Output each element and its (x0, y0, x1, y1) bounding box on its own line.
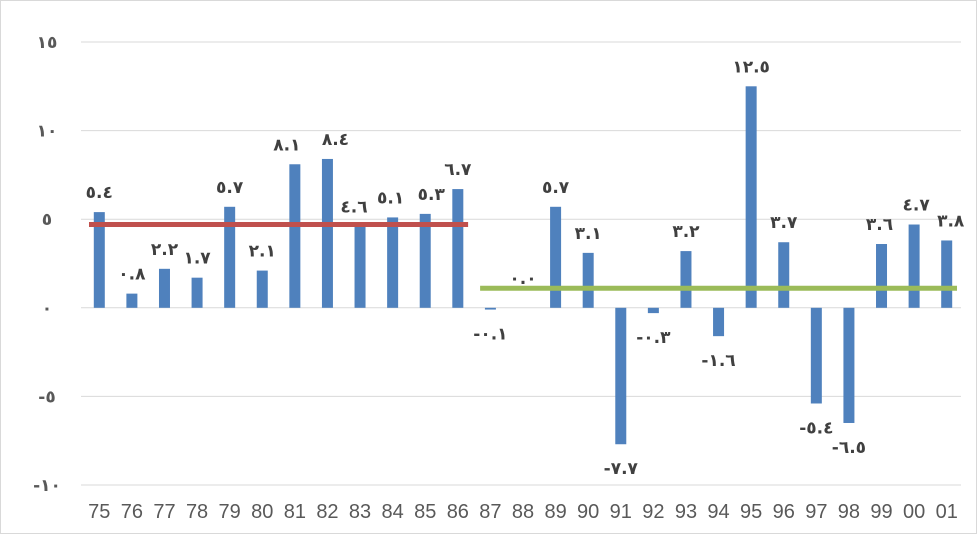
x-tick-label: 01 (936, 501, 958, 523)
bar (93, 212, 105, 308)
data-label: ٥.١ (377, 188, 404, 208)
x-tick-label: 99 (870, 501, 892, 523)
y-tick-label: -١٠ (33, 476, 61, 496)
x-tick-label: 94 (707, 501, 729, 523)
x-tick-label: 87 (479, 501, 501, 523)
y-tick-label: -٥ (38, 387, 55, 407)
bar (191, 277, 203, 308)
data-label: ٣.٨ (937, 211, 965, 231)
x-axis-ticks: 75 76 77 78 79 80 81 82 83 84 85 86 87 88 89 90 91 92 93 94… (88, 501, 958, 523)
bar (224, 206, 236, 308)
x-tick-label: 83 (349, 501, 371, 523)
x-tick-label: 85 (414, 501, 436, 523)
data-label: ٥.٣ (418, 185, 446, 205)
bar (452, 189, 464, 308)
data-label: -٦.٥ (832, 438, 866, 458)
bar (778, 242, 790, 308)
data-label: ٥.٤ (86, 183, 113, 203)
reference-lines (89, 222, 957, 291)
data-label: -٧.٧ (604, 459, 639, 479)
bar (158, 268, 170, 308)
data-label: ٤.٦ (340, 197, 367, 217)
bar (647, 307, 659, 314)
bar (484, 307, 496, 310)
bar (256, 270, 268, 308)
bar (745, 86, 757, 308)
bar (354, 226, 366, 308)
bar (680, 251, 692, 308)
y-tick-label: ٥ (42, 210, 52, 230)
x-tick-label: 93 (675, 501, 697, 523)
y-tick-label: ١٥ (37, 33, 58, 53)
bar (843, 307, 855, 423)
data-label: -٥.٤ (799, 418, 833, 438)
x-tick-label: 90 (577, 501, 599, 523)
y-tick-label: ٠ (42, 299, 52, 319)
x-tick-label: 96 (773, 501, 795, 523)
data-label: ٣.١ (575, 224, 602, 244)
data-label: ٤.٧ (903, 196, 931, 216)
x-tick-label: 80 (251, 501, 273, 523)
data-label: ٣.٦ (866, 215, 893, 235)
x-tick-label: 81 (284, 501, 306, 523)
x-tick-label: 75 (88, 501, 110, 523)
x-tick-label: 89 (544, 501, 566, 523)
data-label: ١.٧ (183, 249, 211, 269)
bars (93, 86, 953, 445)
x-tick-label: 91 (610, 501, 632, 523)
y-tick-label: ١٠ (37, 122, 58, 142)
bar (387, 217, 399, 308)
x-tick-label: 88 (512, 501, 534, 523)
data-label: ٠.٨ (118, 265, 146, 285)
data-label: ٨.١ (273, 135, 300, 155)
bar (941, 240, 953, 308)
data-label: ١٢.٥ (732, 57, 770, 77)
x-tick-label: 82 (316, 501, 338, 523)
data-label: ٢.٢ (151, 240, 179, 260)
bar (550, 206, 562, 308)
data-label: ٢.١ (249, 242, 276, 262)
data-label: -٠.١ (473, 325, 507, 345)
data-label: ٥.٧ (216, 178, 244, 198)
x-tick-label: 97 (805, 501, 827, 523)
data-label: ٣.٧ (770, 213, 798, 233)
bar (321, 158, 333, 308)
x-tick-label: 76 (121, 501, 143, 523)
x-tick-label: 00 (903, 501, 925, 523)
bar (289, 164, 301, 308)
x-tick-label: 78 (186, 501, 208, 523)
x-tick-label: 98 (838, 501, 860, 523)
bar (419, 213, 431, 308)
bar (876, 244, 888, 308)
bar (582, 252, 594, 308)
bar (615, 307, 627, 445)
x-tick-label: 92 (642, 501, 664, 523)
data-label: ٦.٧ (444, 160, 472, 180)
data-labels: ٥.٤ ٠.٨٢.٢ ١.٧ ٥.٧ ٢.١ ٨.١ ٨.٤ ٤.٦ ٥.١ ٥.٣ ٦.٧ -٠.١… (86, 57, 965, 479)
data-label: ٣.٢ (672, 222, 700, 242)
x-tick-label: 77 (153, 501, 175, 523)
x-tick-label: 86 (447, 501, 469, 523)
x-tick-label: 95 (740, 501, 762, 523)
data-label: -٠.٣ (636, 328, 671, 348)
data-label: ٨.٤ (322, 130, 349, 150)
bar (810, 307, 822, 404)
y-axis-ticks: ١٥ ١٠ ٥ ٠ -٥ -١٠ (33, 33, 61, 496)
data-label: ٥.٧ (542, 178, 570, 198)
x-tick-label: 79 (219, 501, 241, 523)
x-tick-label: 84 (382, 501, 404, 523)
data-label: -١.٦ (701, 351, 735, 371)
bar (713, 307, 725, 337)
data-label: ٠.٠ (509, 269, 536, 289)
bar (126, 293, 138, 308)
bar (908, 224, 920, 308)
